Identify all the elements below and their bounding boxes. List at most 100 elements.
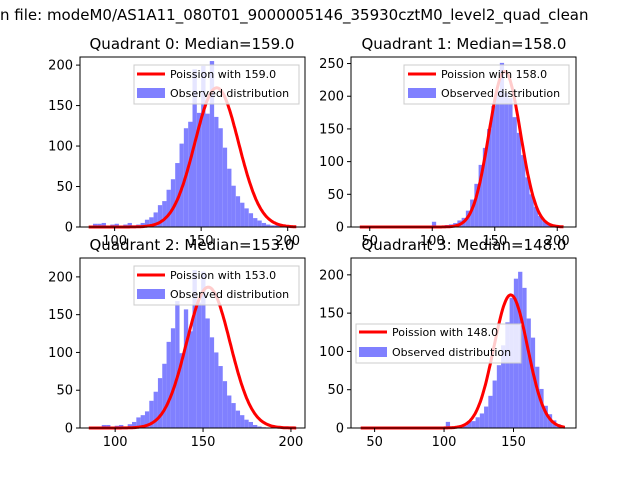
legend-line-label: Poission with 158.0	[441, 68, 547, 81]
quadrant-3-title: Quadrant 3: Median=148.0	[362, 236, 567, 254]
quadrant-0-legend: Poission with 159.0 Observed distributio…	[133, 64, 300, 105]
histogram-bar	[196, 112, 202, 227]
histogram-bar	[525, 177, 530, 227]
histogram-bar	[270, 225, 275, 227]
histogram-bar	[499, 62, 505, 228]
histogram-bar	[149, 400, 154, 428]
histogram-bar	[175, 163, 180, 227]
quadrant-3-frame	[350, 257, 577, 429]
quadrant-2-legend: Poission with 153.0 Observed distributio…	[133, 265, 300, 306]
histogram-bar	[248, 213, 254, 227]
histogram-bar	[539, 388, 544, 428]
histogram-bar	[222, 147, 228, 227]
histogram-bar	[478, 164, 483, 227]
y-tick-label: 150	[48, 308, 73, 323]
histogram-bar	[214, 116, 219, 227]
quadrant-1-title: Quadrant 1: Median=158.0	[362, 35, 567, 53]
histogram-bar	[136, 417, 141, 428]
histogram-bar	[508, 98, 513, 227]
y-tick-label: 200	[48, 270, 73, 285]
histogram-bar	[222, 381, 228, 428]
histogram-bar	[252, 424, 258, 428]
histogram-bar	[205, 113, 210, 227]
histogram-bar	[257, 220, 262, 227]
histogram-bar	[530, 337, 536, 428]
x-tick-label: 100	[103, 435, 128, 450]
histogram-bar	[188, 331, 193, 428]
quadrant-0-frame	[79, 56, 306, 228]
y-tick-label: 0	[336, 422, 344, 437]
histogram-bar	[475, 417, 480, 428]
legend-line-label: Poission with 159.0	[170, 68, 276, 81]
legend-bar-swatch	[408, 88, 436, 98]
x-tick-label: 150	[191, 435, 216, 450]
histogram-bar	[491, 106, 496, 227]
legend-bar-swatch	[359, 347, 387, 357]
histogram-bar	[543, 405, 548, 428]
legend-bar-label: Observed distribution	[170, 288, 289, 301]
x-tick-label: 100	[432, 435, 457, 450]
x-tick-label: 150	[189, 234, 214, 249]
histogram-bar	[201, 271, 206, 428]
histogram-bar	[257, 426, 262, 428]
histogram-bar	[496, 365, 502, 428]
quadrant-3-legend: Poission with 148.0 Observed distributio…	[355, 323, 522, 364]
histogram-bar	[542, 221, 547, 227]
histogram-bar	[127, 222, 132, 227]
quadrant-0-title: Quadrant 0: Median=159.0	[90, 35, 295, 53]
histogram-bar	[244, 208, 249, 227]
histogram-bar	[144, 219, 150, 227]
histogram-bar	[492, 380, 497, 428]
histogram-bar	[471, 421, 476, 428]
x-tick-label: 200	[279, 435, 304, 450]
histogram-bar	[201, 65, 206, 228]
histogram-bar	[179, 353, 184, 428]
x-tick-label: 200	[275, 234, 300, 249]
histogram-bar	[482, 147, 488, 227]
histogram-bar	[218, 366, 223, 428]
legend-bar-label: Observed distribution	[441, 87, 560, 100]
histogram-bar	[529, 194, 534, 227]
quadrant-2-title: Quadrant 2: Median=153.0	[90, 236, 295, 254]
histogram-bar	[274, 225, 280, 227]
histogram-bar	[153, 391, 158, 428]
quadrant-0-panel: Quadrant 0: Median=159.0 100 150 200 0 50 100…	[48, 35, 306, 249]
y-tick-label: 0	[336, 221, 344, 236]
histogram-bar	[522, 287, 527, 428]
histogram-bar	[231, 185, 236, 227]
histogram-bar	[495, 91, 500, 227]
y-tick-label: 100	[319, 345, 344, 360]
y-tick-label: 150	[319, 307, 344, 322]
y-tick-label: 0	[65, 221, 73, 236]
histogram-bar	[462, 425, 468, 428]
histogram-bar	[149, 217, 154, 227]
histogram-bar	[162, 201, 167, 227]
histogram-bar	[431, 221, 437, 227]
histogram-bar	[92, 223, 98, 227]
histogram-bar	[166, 341, 171, 428]
histogram-bar	[183, 309, 189, 428]
histogram-bar	[467, 421, 472, 428]
histogram-bar	[535, 366, 540, 428]
quadrant-1-legend: Poission with 158.0 Observed distributio…	[403, 64, 570, 105]
histogram-bar	[484, 406, 489, 428]
y-tick-label: 50	[56, 384, 73, 399]
y-tick-label: 100	[48, 346, 73, 361]
histogram-bar	[505, 322, 510, 428]
y-tick-label: 200	[319, 90, 344, 105]
legend-line-label: Poission with 148.0	[392, 326, 498, 339]
histogram-bar	[479, 413, 485, 428]
histogram-bar	[97, 223, 102, 227]
histogram-bar	[227, 395, 232, 428]
histogram-bar	[218, 128, 223, 227]
y-tick-label: 150	[319, 122, 344, 137]
histogram-bar	[474, 183, 479, 227]
x-tick-label: 200	[545, 234, 570, 249]
histogram-bar	[253, 218, 258, 227]
histogram-bar	[153, 212, 158, 227]
histogram-bar	[227, 168, 232, 227]
histogram-bar	[157, 205, 163, 227]
histogram-bar	[487, 128, 492, 227]
histogram-bar	[266, 224, 271, 227]
y-tick-label: 50	[327, 188, 344, 203]
